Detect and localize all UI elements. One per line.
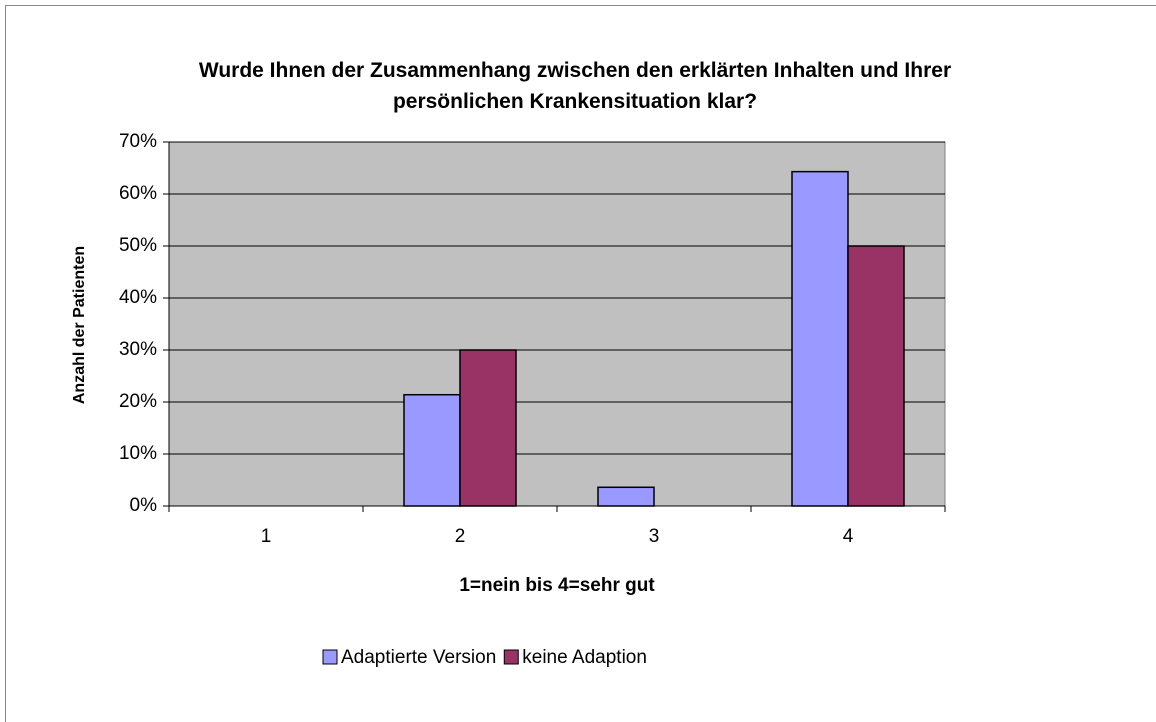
- x-tick-label: 2: [455, 526, 466, 547]
- y-tick-label: 60%: [119, 183, 157, 204]
- legend-label: keine Adaption: [522, 647, 647, 668]
- x-tick-label: 1: [261, 526, 272, 547]
- frame: [5, 5, 1156, 722]
- bar: [847, 245, 905, 507]
- y-tick-label: 20%: [119, 391, 157, 412]
- bar: [459, 349, 517, 507]
- y-tick-label: 50%: [119, 235, 157, 256]
- y-axis-title: Anzahl der Patienten: [71, 246, 88, 404]
- x-axis-title: 1=nein bis 4=sehr gut: [459, 575, 655, 596]
- legend-swatch: [322, 649, 338, 665]
- y-tick-label: 10%: [119, 443, 157, 464]
- y-tick-label: 40%: [119, 287, 157, 308]
- legend-label: Adaptierte Version: [341, 647, 496, 668]
- bar: [597, 486, 655, 507]
- y-tick-label: 30%: [119, 339, 157, 360]
- bar: [403, 393, 461, 507]
- legend-swatch: [503, 649, 519, 665]
- chart-title: Wurde Ihnen der Zusammenhang zwischen de…: [198, 59, 952, 113]
- y-tick-label: 70%: [119, 131, 157, 152]
- x-tick-label: 4: [843, 526, 854, 547]
- bar: [791, 170, 849, 507]
- x-tick-label: 3: [649, 526, 660, 547]
- y-tick-label: 0%: [130, 495, 158, 516]
